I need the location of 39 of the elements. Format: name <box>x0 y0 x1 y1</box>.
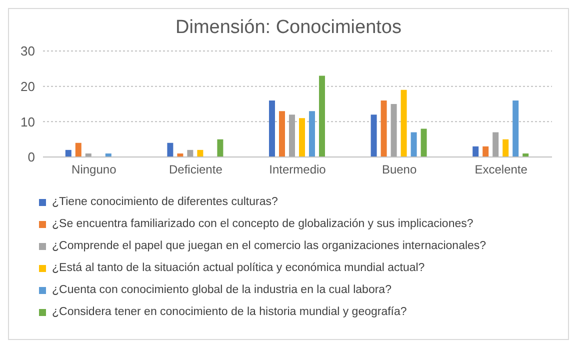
bar <box>197 150 204 157</box>
bar <box>318 76 325 157</box>
bar <box>298 118 305 157</box>
legend-label: ¿Está al tanto de la situación actual política y económica mundial actual? <box>52 262 425 274</box>
legend-label: ¿Comprende el papel que juegan en el comercio las organizaciones internacionales? <box>52 240 486 252</box>
bar <box>492 132 499 157</box>
y-tick-label: 10 <box>20 114 35 130</box>
bar <box>278 111 285 157</box>
legend-label: ¿Tiene conocimiento de diferentes culturas? <box>52 196 278 208</box>
y-tick-label: 30 <box>20 44 35 59</box>
bar <box>268 100 275 157</box>
bar <box>512 100 519 157</box>
legend-label: ¿Cuenta con conocimiento global de la industria en la cual labora? <box>52 284 392 296</box>
x-tick-label: Excelente <box>474 162 528 177</box>
x-tick-label: Bueno <box>382 162 417 177</box>
x-tick-label: Intermedio <box>269 162 326 177</box>
chart-title: Dimensión: Conocimientos <box>174 16 402 40</box>
legend-label: ¿Se encuentra familiarizado con el concepto de globalización y sus implicaciones? <box>52 218 474 230</box>
bar <box>400 90 407 157</box>
x-tick-label: Ninguno <box>72 162 117 177</box>
bar <box>187 150 194 157</box>
bar <box>217 139 224 157</box>
bar <box>390 104 397 157</box>
bar <box>308 111 315 157</box>
bar <box>472 146 479 157</box>
bar <box>288 114 295 157</box>
bar <box>482 146 489 157</box>
x-tick-label: Deficiente <box>169 162 223 177</box>
bar <box>65 150 72 157</box>
y-tick-label: 20 <box>20 78 35 94</box>
bar <box>167 142 174 157</box>
bar <box>410 132 417 157</box>
bar <box>75 142 82 157</box>
legend-label: ¿Considera tener en conocimiento de la historia mundial y geografía? <box>52 306 407 318</box>
bar <box>502 139 509 157</box>
bar <box>420 128 427 157</box>
bar <box>370 114 377 157</box>
bar <box>380 100 387 157</box>
y-tick-label: 0 <box>28 150 35 165</box>
